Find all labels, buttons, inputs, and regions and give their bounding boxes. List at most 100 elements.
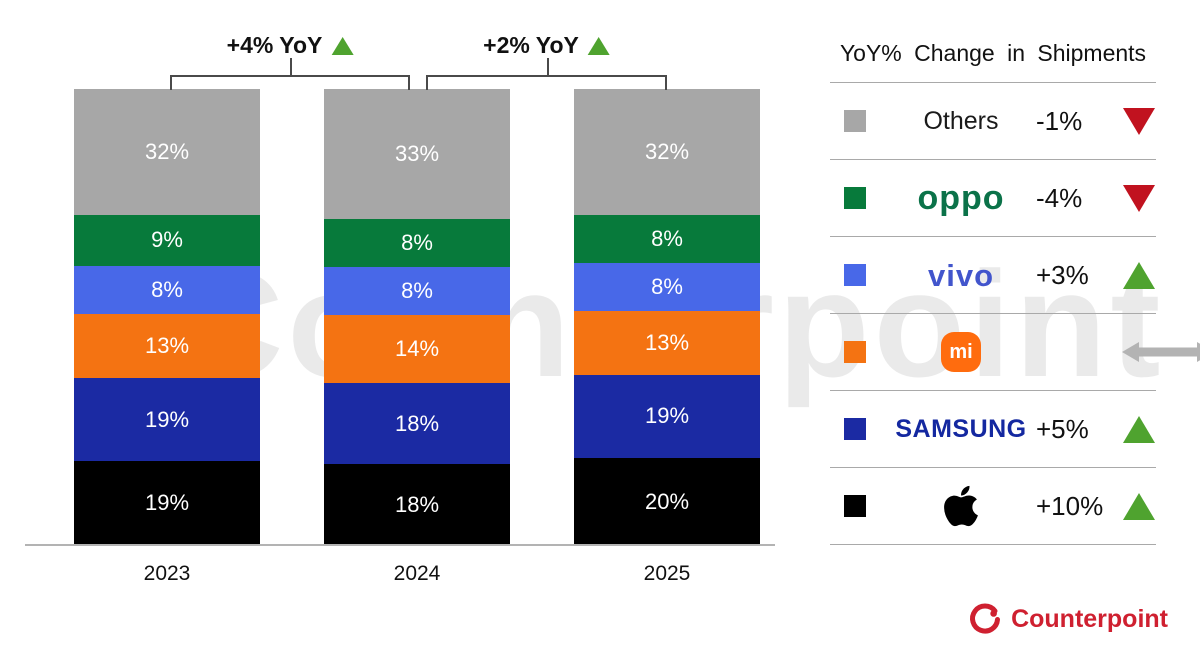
bracket-span xyxy=(170,75,410,90)
bar-segment-xiaomi: 14% xyxy=(324,315,510,384)
bar-segment-others: 32% xyxy=(574,88,760,215)
bar-segment-apple: 20% xyxy=(574,458,760,545)
legend-row-oppo: oppo -4% xyxy=(830,160,1156,237)
segment-value-label: 14% xyxy=(394,336,440,362)
bar-segment-vivo: 8% xyxy=(324,267,510,316)
bracket-tick xyxy=(546,58,549,75)
up-triangle-icon xyxy=(1123,415,1155,443)
direction-cell xyxy=(1122,261,1156,289)
segment-value-label: 33% xyxy=(394,141,440,166)
segment-value-label: 19% xyxy=(144,490,190,516)
segment-value-label: 32% xyxy=(144,138,190,164)
direction-cell xyxy=(1122,339,1200,365)
bracket-tick xyxy=(290,58,292,75)
legend-row-others: Others -1% xyxy=(830,83,1156,160)
oppo-logo: oppo xyxy=(917,179,1005,217)
segment-value-label: 18% xyxy=(394,410,440,436)
brand-logo-cell xyxy=(886,483,1036,529)
bar-2023: 19% 19% 13% 8% 9% 32% xyxy=(74,88,260,545)
yoy-change-value: -4% xyxy=(1036,182,1083,213)
up-triangle-icon xyxy=(1123,261,1155,289)
direction-cell xyxy=(1122,184,1156,212)
legend-rows: Others -1% oppo -4% vivo +3% mi SAMSUNG +5% +10% xyxy=(830,83,1200,545)
segment-value-label: 8% xyxy=(401,278,433,304)
bar-segment-samsung: 19% xyxy=(574,374,760,459)
bracket-span xyxy=(426,75,667,90)
bar-segment-vivo: 8% xyxy=(574,262,760,311)
xiaomi-logo-icon: mi xyxy=(941,332,981,372)
brand-logo-cell: oppo xyxy=(886,181,1036,215)
legend-row-xiaomi: mi xyxy=(830,314,1200,391)
bar-segment-vivo: 8% xyxy=(74,265,260,314)
legend-swatch-apple xyxy=(844,495,866,517)
segment-value-label: 8% xyxy=(651,225,683,251)
segment-value-label: 19% xyxy=(144,406,190,432)
segment-value-label: 8% xyxy=(651,273,683,299)
bar-segment-xiaomi: 13% xyxy=(574,310,760,375)
legend-swatch-samsung xyxy=(844,418,866,440)
segment-value-label: 8% xyxy=(401,230,433,256)
apple-logo-icon xyxy=(944,485,978,527)
segment-value-label: 13% xyxy=(644,329,690,355)
legend-title: YoY% Change in Shipments xyxy=(830,40,1156,83)
bar-segment-oppo: 8% xyxy=(324,219,510,268)
bar-segment-oppo: 8% xyxy=(574,214,760,263)
brand-logo-cell: mi xyxy=(886,332,1036,372)
mi-glyph: mi xyxy=(949,340,973,363)
bar-segment-apple: 19% xyxy=(74,461,260,545)
up-triangle-icon xyxy=(1123,492,1155,520)
direction-cell xyxy=(1122,492,1156,520)
bar-segment-oppo: 9% xyxy=(74,214,260,266)
yoy-change-value: +10% xyxy=(1036,490,1104,521)
bar-2025: 20% 19% 13% 8% 8% 32% xyxy=(574,88,760,545)
bar-segment-xiaomi: 13% xyxy=(74,313,260,378)
up-triangle-icon xyxy=(587,36,610,55)
segment-value-label: 13% xyxy=(144,332,190,358)
segment-value-label: 18% xyxy=(394,491,440,517)
yoy-change-value: +5% xyxy=(1036,413,1089,444)
yoy-change-value: -1% xyxy=(1036,105,1083,136)
bracket-annotation: +4% YoY xyxy=(227,32,354,59)
segment-value-label: 32% xyxy=(644,138,690,164)
x-axis-label-2023: 2023 xyxy=(143,562,191,585)
segment-value-label: 19% xyxy=(644,403,690,429)
legend-swatch-oppo xyxy=(844,187,866,209)
x-axis-label-2024: 2024 xyxy=(393,562,441,585)
yoy-change-value: +3% xyxy=(1036,259,1089,290)
legend-panel: YoY% Change in Shipments Others -1% oppo -4… xyxy=(830,40,1200,545)
vivo-logo: vivo xyxy=(927,257,995,293)
direction-cell xyxy=(1122,415,1156,443)
bar-segment-samsung: 19% xyxy=(74,377,260,462)
x-axis-label-2025: 2025 xyxy=(643,562,691,585)
brand-logo-cell: vivo xyxy=(886,260,1036,291)
direction-cell xyxy=(1122,107,1156,135)
counterpoint-logo: Counterpoint xyxy=(968,602,1168,636)
flat-arrow-icon xyxy=(1122,342,1200,362)
legend-swatch-others xyxy=(844,110,866,132)
bar-segment-samsung: 18% xyxy=(324,383,510,465)
brand-logo-cell: SAMSUNG xyxy=(886,414,1036,443)
bar-2024: 18% 18% 14% 8% 8% 33% xyxy=(324,89,510,545)
up-triangle-icon xyxy=(331,36,354,55)
legend-row-apple: +10% xyxy=(830,468,1156,545)
brand-logo-cell: Others xyxy=(886,106,1036,135)
legend-swatch-xiaomi xyxy=(844,341,866,363)
down-triangle-icon xyxy=(1123,184,1155,212)
bar-segment-apple: 18% xyxy=(324,464,510,545)
down-triangle-icon xyxy=(1123,107,1155,135)
bracket-label-text: +2% YoY xyxy=(483,32,579,58)
counterpoint-icon xyxy=(970,603,1001,634)
samsung-logo: SAMSUNG xyxy=(895,414,1027,443)
x-axis-line xyxy=(25,544,775,546)
bracket-label-text: +4% YoY xyxy=(226,32,323,58)
others-logo: Others xyxy=(923,106,999,135)
legend-row-vivo: vivo +3% xyxy=(830,237,1156,314)
segment-value-label: 20% xyxy=(644,488,690,514)
bar-segment-others: 33% xyxy=(324,89,510,219)
bar-segment-others: 32% xyxy=(74,88,260,215)
counterpoint-wordmark: Counterpoint xyxy=(1011,604,1168,633)
segment-value-label: 9% xyxy=(151,227,183,253)
segment-value-label: 8% xyxy=(151,276,183,302)
legend-row-samsung: SAMSUNG +5% xyxy=(830,391,1156,468)
